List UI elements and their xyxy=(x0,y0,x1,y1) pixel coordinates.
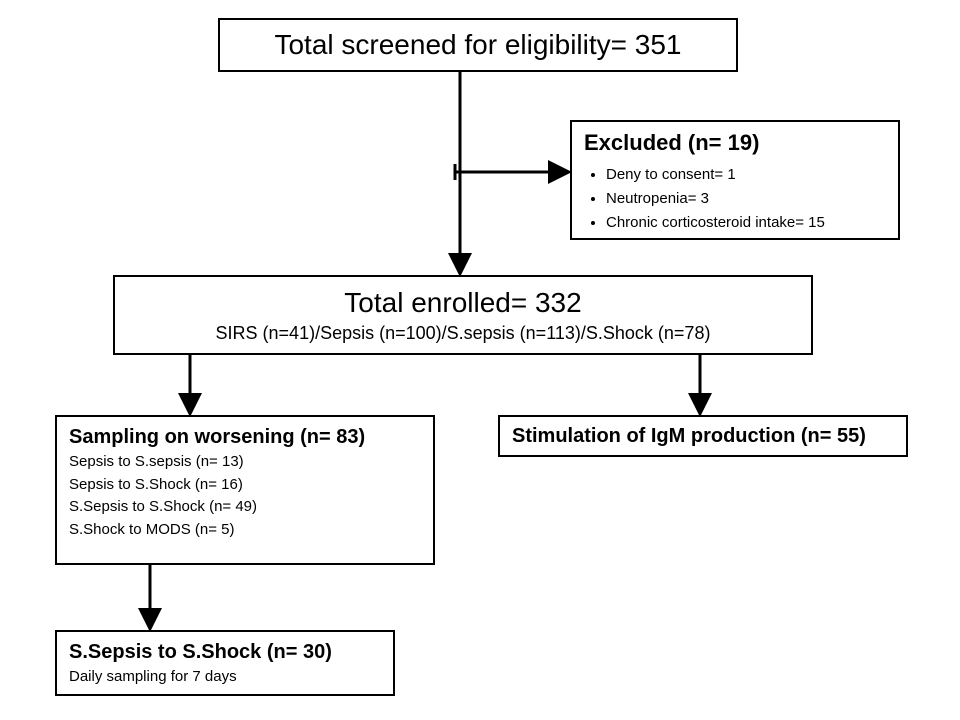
flow-arrows xyxy=(0,0,960,720)
